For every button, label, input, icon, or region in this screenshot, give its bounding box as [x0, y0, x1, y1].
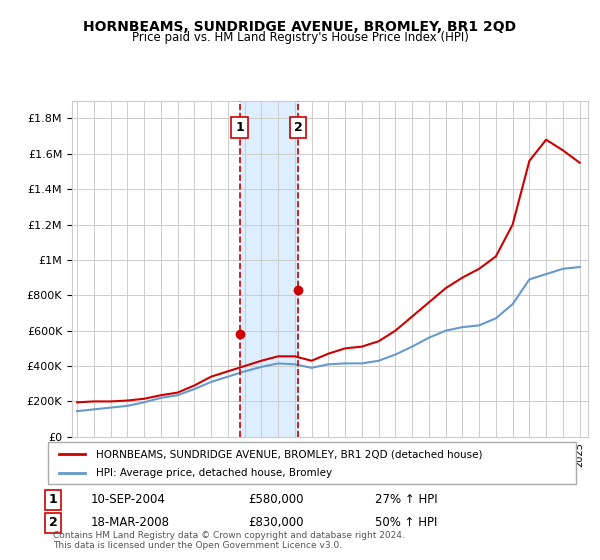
- Text: HORNBEAMS, SUNDRIDGE AVENUE, BROMLEY, BR1 2QD: HORNBEAMS, SUNDRIDGE AVENUE, BROMLEY, BR…: [83, 20, 517, 34]
- Text: 18-MAR-2008: 18-MAR-2008: [90, 516, 169, 529]
- Text: Price paid vs. HM Land Registry's House Price Index (HPI): Price paid vs. HM Land Registry's House …: [131, 31, 469, 44]
- Text: HPI: Average price, detached house, Bromley: HPI: Average price, detached house, Brom…: [95, 468, 332, 478]
- Bar: [239, 101, 298, 437]
- Text: HORNBEAMS, SUNDRIDGE AVENUE, BROMLEY, BR1 2QD (detached house): HORNBEAMS, SUNDRIDGE AVENUE, BROMLEY, BR…: [95, 449, 482, 459]
- Text: £580,000: £580,000: [248, 493, 304, 506]
- Text: 1: 1: [235, 121, 244, 134]
- Text: 27% ↑ HPI: 27% ↑ HPI: [376, 493, 438, 506]
- Text: 10-SEP-2004: 10-SEP-2004: [90, 493, 165, 506]
- Text: Contains HM Land Registry data © Crown copyright and database right 2024.
This d: Contains HM Land Registry data © Crown c…: [53, 531, 405, 550]
- Text: 50% ↑ HPI: 50% ↑ HPI: [376, 516, 438, 529]
- FancyBboxPatch shape: [48, 442, 576, 484]
- Text: 2: 2: [49, 516, 58, 529]
- Text: £830,000: £830,000: [248, 516, 304, 529]
- Text: 2: 2: [294, 121, 302, 134]
- Text: 1: 1: [49, 493, 58, 506]
